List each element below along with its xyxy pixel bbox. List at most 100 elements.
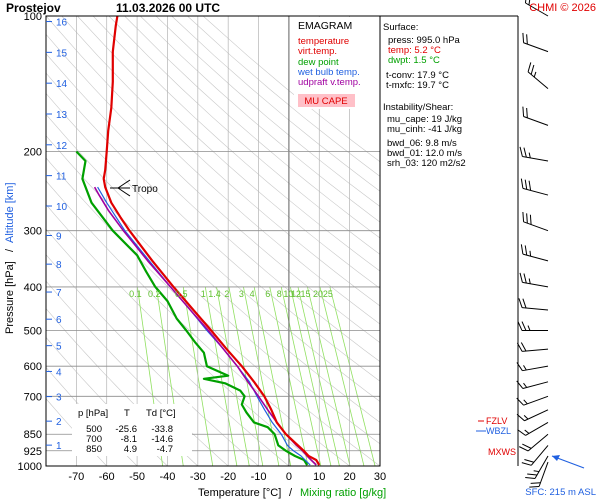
pressure-tick-label: 500: [24, 326, 42, 338]
mixing-ratio-label: 25: [323, 289, 333, 299]
y-axis-title-altitude: Altitude [km]: [4, 182, 16, 243]
dry-adiabat: [77, 16, 380, 289]
x-tick-label: 10: [313, 471, 325, 483]
mixing-ratio-line: [289, 286, 332, 466]
pressure-tick-label: 600: [24, 361, 42, 373]
x-tick-label: -40: [160, 471, 176, 483]
x-axis-separator: /: [289, 487, 293, 499]
x-axis-title-mixing: Mixing ratio [g/kg]: [300, 487, 386, 499]
x-tick-label: -60: [99, 471, 115, 483]
pressure-tick-label: 1000: [18, 461, 42, 473]
mixing-ratio-label: 6: [265, 289, 270, 299]
mixing-ratio-label: 1.4: [208, 289, 221, 299]
table-header-t: T: [124, 408, 130, 419]
y-axis-title-pressure: Pressure [hPa]: [4, 261, 16, 334]
storm-motion-arrowhead: [552, 455, 560, 461]
altitude-tick-label: 14: [56, 79, 68, 90]
pressure-tick-label: 700: [24, 391, 42, 403]
mixing-ratio-line: [319, 286, 365, 466]
mixing-ratio-label: 0.2: [148, 289, 161, 299]
x-tick-label: 0: [286, 471, 292, 483]
mixing-ratio-line: [329, 286, 376, 466]
mixing-ratio-label: 0.5: [175, 289, 188, 299]
dry-adiabat: [108, 16, 380, 255]
series-temperature: [102, 16, 321, 466]
mu-cinh-value: mu_cinh: -41 J/kg: [387, 124, 462, 135]
legend-item-updraft: udpraft v.temp.: [298, 77, 361, 88]
t-mxfc: t-mxfc: 19.7 °C: [386, 80, 449, 91]
surface-dwpt: dwpt: 1.5 °C: [388, 55, 440, 66]
pressure-tick-label: 300: [24, 226, 42, 238]
mixing-ratio-label: 1: [201, 289, 206, 299]
mixing-ratio-line: [307, 286, 351, 466]
x-tick-label: 30: [374, 471, 386, 483]
surface-press: press: 995.0 hPa: [388, 35, 461, 46]
altitude-tick-label: 10: [56, 202, 68, 213]
altitude-tick-label: 13: [56, 110, 68, 121]
dry-adiabat: [61, 16, 380, 307]
surface-temp: temp: 5.2 °C: [388, 45, 441, 56]
altitude-tick-label: 12: [56, 141, 68, 152]
dry-adiabat: [92, 16, 380, 272]
table-cell: 850: [86, 444, 102, 455]
pressure-tick-label: 200: [24, 146, 42, 158]
table-cell: 700: [86, 434, 102, 445]
altitude-tick-label: 1: [56, 441, 62, 452]
legend-item-wet-bulb: wet bulb temp.: [297, 67, 360, 78]
altitude-tick-label: 8: [56, 260, 62, 271]
table-cell: 500: [86, 424, 102, 435]
altitude-tick-label: 4: [56, 367, 62, 378]
wind-barb: [519, 433, 549, 452]
pressure-tick-label: 400: [24, 282, 42, 294]
wind-barb: [517, 421, 549, 436]
altitude-tick-label: 6: [56, 315, 62, 326]
altitude-tick-label: 15: [56, 48, 68, 59]
legend-item-temperature: temperature: [298, 36, 349, 47]
mxws-label: MXWS: [488, 447, 516, 457]
dry-adiabat: [46, 53, 380, 363]
station-name: Prostejov: [6, 1, 61, 15]
bwd-01-value: bwd_01: 12.0 m/s: [387, 148, 462, 159]
legend-item-virt-temp: virt.temp.: [298, 46, 337, 57]
mu-cape-button[interactable]: [298, 94, 355, 107]
altitude-tick-label: 2: [56, 417, 62, 428]
surface-title: Surface:: [383, 22, 418, 33]
mixing-ratio-line: [243, 286, 280, 466]
tropopause-marker: [110, 179, 131, 197]
wind-barb: [520, 178, 549, 196]
wind-barb: [519, 272, 549, 288]
info-panel: [381, 17, 485, 173]
mixing-ratio-line: [253, 286, 292, 466]
x-axis-title-temperature: Temperature [°C]: [198, 487, 281, 499]
wind-barb: [516, 362, 549, 372]
table-cell: -4.7: [157, 444, 173, 455]
mixing-ratio-label: 15: [300, 289, 310, 299]
series-dew-point: [75, 150, 309, 466]
x-tick-label: -20: [220, 471, 236, 483]
pressure-tick-label: 850: [24, 429, 42, 441]
y-axis-separator: /: [4, 248, 16, 252]
altitude-tick-label: 7: [56, 288, 62, 299]
wbzl-label: WBZL: [486, 426, 511, 436]
wind-barb: [516, 342, 549, 352]
pressure-tick-label: 100: [24, 11, 42, 23]
legend-item-dew-point: dew point: [298, 57, 339, 68]
x-tick-label: -70: [68, 471, 84, 483]
mu-cape-button-label[interactable]: MU CAPE: [304, 96, 347, 107]
surface-height-label: SFC: 215 m ASL: [525, 487, 596, 498]
copyright-label: CHMI © 2026: [529, 2, 596, 14]
table-cell: 4.9: [124, 444, 137, 455]
instability-title: Instability/Shear:: [383, 102, 453, 113]
bwd-06-value: bwd_06: 9.8 m/s: [387, 138, 457, 149]
data-table-bg: [72, 404, 192, 456]
wind-barb: [518, 298, 549, 311]
altitude-tick-label: 11: [56, 172, 67, 183]
wind-barb: [517, 321, 548, 332]
wind-barb: [525, 455, 549, 479]
mixing-ratio-label: 2: [224, 289, 229, 299]
dry-adiabat: [46, 113, 380, 423]
dry-adiabat: [124, 16, 380, 239]
wind-barb: [516, 409, 549, 422]
